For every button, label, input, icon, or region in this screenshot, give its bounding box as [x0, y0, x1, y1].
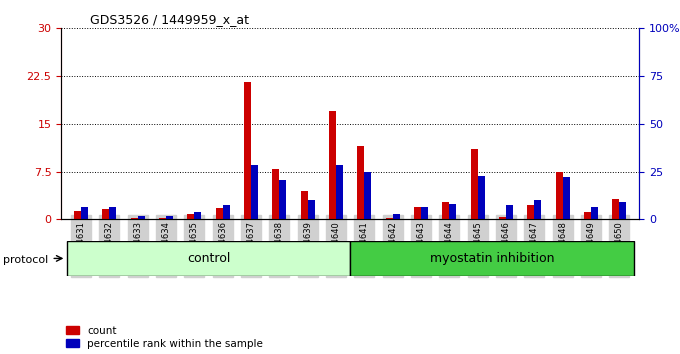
- Bar: [102, 209, 109, 219]
- Bar: [216, 208, 222, 219]
- Bar: [131, 218, 137, 219]
- Bar: [471, 149, 477, 219]
- Bar: [357, 146, 364, 219]
- Bar: [244, 82, 251, 219]
- Bar: [527, 205, 534, 219]
- Bar: [562, 177, 570, 219]
- Bar: [336, 165, 343, 219]
- Bar: [81, 207, 88, 219]
- Bar: [534, 200, 541, 219]
- Bar: [386, 218, 393, 219]
- Bar: [329, 111, 336, 219]
- Bar: [414, 207, 421, 219]
- Bar: [159, 218, 166, 219]
- Bar: [442, 202, 449, 219]
- Bar: [67, 241, 350, 276]
- Bar: [392, 215, 400, 219]
- Bar: [137, 216, 145, 219]
- Bar: [279, 180, 286, 219]
- Legend: count, percentile rank within the sample: count, percentile rank within the sample: [67, 326, 263, 349]
- Bar: [364, 172, 371, 219]
- Bar: [187, 214, 194, 219]
- Bar: [591, 207, 598, 219]
- Bar: [612, 199, 619, 219]
- Bar: [251, 165, 258, 219]
- Bar: [477, 176, 485, 219]
- Bar: [272, 169, 279, 219]
- Bar: [301, 191, 307, 219]
- Bar: [556, 172, 563, 219]
- Bar: [506, 205, 513, 219]
- Text: protocol: protocol: [3, 255, 49, 265]
- Bar: [222, 205, 230, 219]
- Text: myostatin inhibition: myostatin inhibition: [430, 252, 554, 265]
- Bar: [449, 204, 456, 219]
- Bar: [619, 202, 626, 219]
- Bar: [166, 216, 173, 219]
- Bar: [499, 217, 506, 219]
- Text: GDS3526 / 1449959_x_at: GDS3526 / 1449959_x_at: [90, 13, 249, 26]
- Bar: [109, 207, 116, 219]
- Text: control: control: [187, 252, 231, 265]
- Bar: [584, 212, 591, 219]
- Bar: [74, 211, 81, 219]
- Bar: [421, 207, 428, 219]
- Bar: [307, 200, 315, 219]
- Bar: [350, 241, 634, 276]
- Bar: [194, 212, 201, 219]
